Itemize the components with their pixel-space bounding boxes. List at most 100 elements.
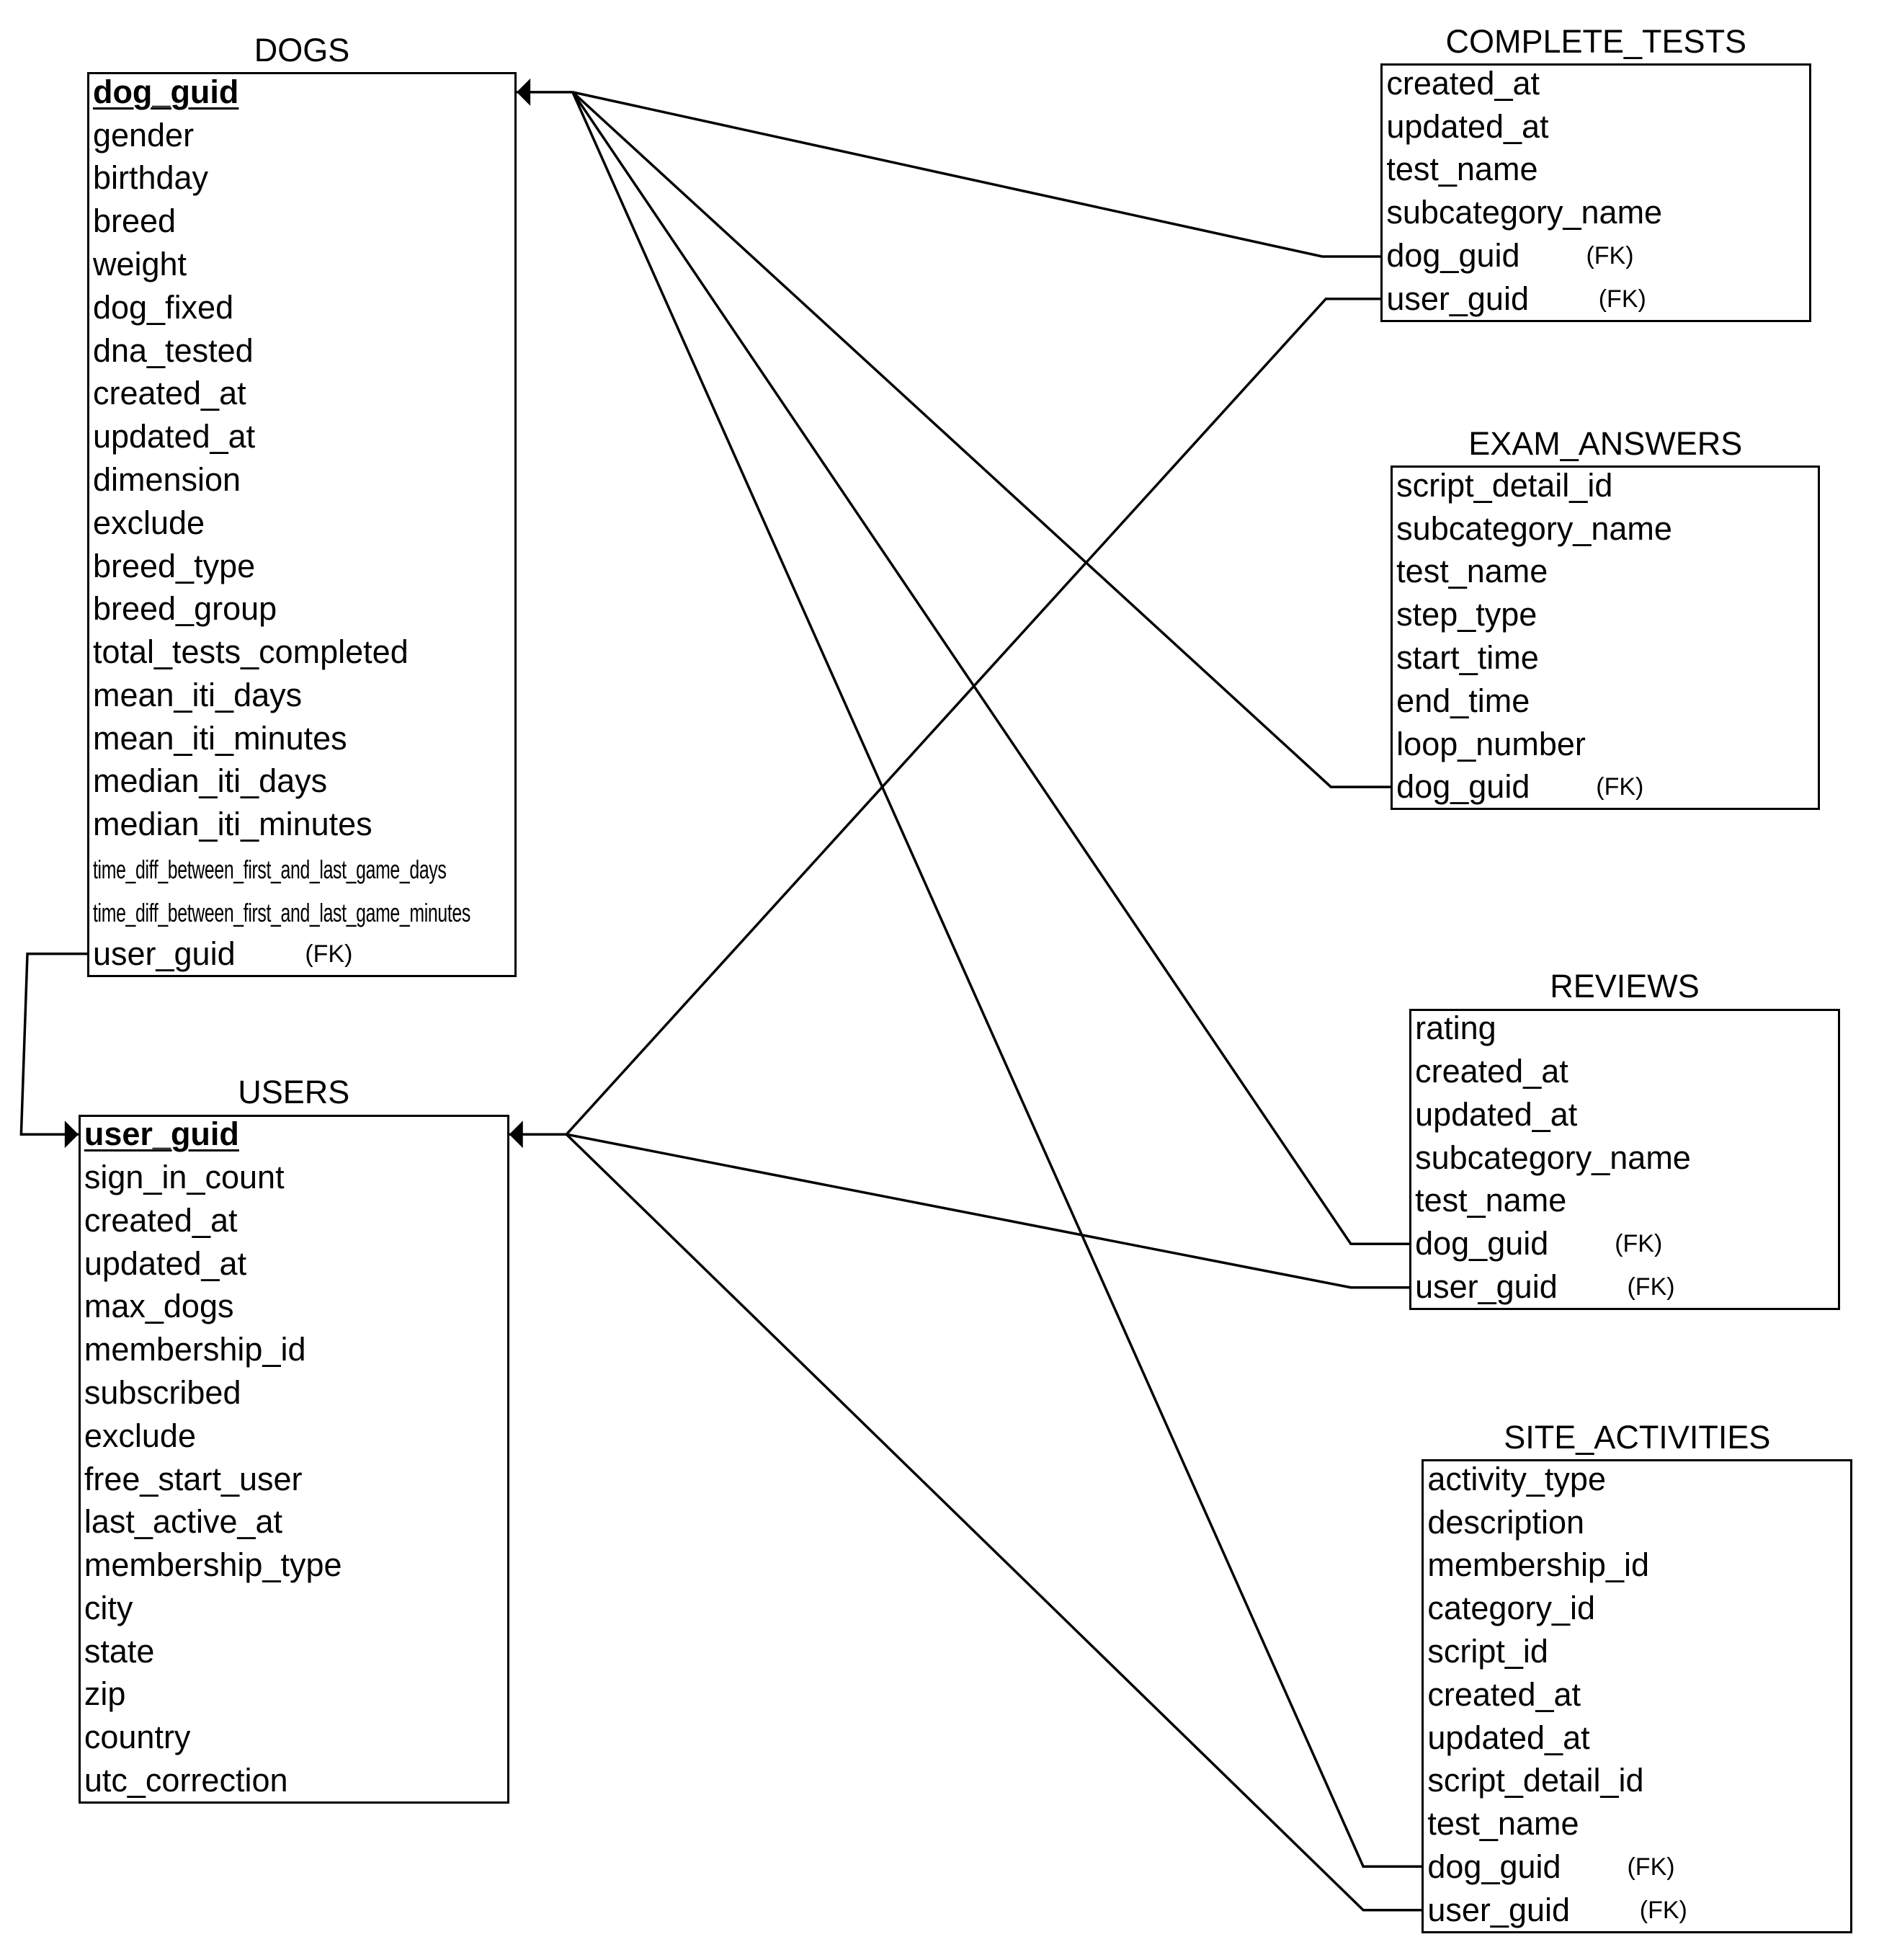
- field-row: country: [84, 1716, 506, 1759]
- field-row: breed_group: [93, 587, 514, 631]
- field-row: breed: [93, 200, 514, 243]
- field-name: user_guid: [1386, 280, 1529, 317]
- field-name: dna_tested: [92, 331, 254, 369]
- field-name: total_tests_completed: [92, 633, 409, 671]
- entity-box: [1391, 466, 1821, 811]
- foreign-key-marker: (FK): [1627, 1273, 1675, 1301]
- field-row: exclude: [84, 1415, 506, 1458]
- field-row: subcategory_name: [1415, 1136, 1837, 1180]
- field-name: script_detail_id: [1427, 1762, 1644, 1799]
- field-name: created_at: [1427, 1675, 1581, 1713]
- entity-exam-answers: EXAM_ANSWERS script_detail_id subcategory_…: [1391, 425, 1821, 811]
- entity-box: [1421, 1459, 1853, 1933]
- field-name: gender: [92, 116, 195, 153]
- field-row: dog_guid (FK): [1415, 1222, 1837, 1265]
- field-row: max_dogs: [84, 1285, 506, 1328]
- entity-users: USERS user_guid sign_in_count created_at upd…: [78, 1074, 509, 1804]
- field-row: state: [84, 1630, 506, 1673]
- field-row: updated_at: [84, 1242, 506, 1286]
- field-row: exclude: [93, 502, 514, 545]
- field-name: weight: [92, 246, 187, 283]
- field-name: time_diff_between_first_and_last_game_mi…: [92, 897, 470, 927]
- field-name: exclude: [92, 504, 205, 541]
- field-name: exclude: [84, 1417, 196, 1454]
- field-name: breed_type: [92, 547, 256, 584]
- entity-site-activities: SITE_ACTIVITIES activity_type description m…: [1421, 1418, 1853, 1933]
- field-row: dog_guid (FK): [1396, 765, 1817, 808]
- field-name: birthday: [92, 159, 209, 197]
- field-row: mean_iti_days: [93, 674, 514, 717]
- field-row: updated_at: [93, 415, 514, 458]
- field-name: sign_in_count: [84, 1158, 285, 1195]
- field-row: sign_in_count: [84, 1156, 506, 1199]
- foreign-key-marker: (FK): [1586, 241, 1634, 270]
- field-row: user_guid (FK): [1427, 1889, 1849, 1932]
- field-row: user_guid (FK): [93, 932, 514, 976]
- field-row: test_name: [1386, 148, 1808, 191]
- entity-box: [1380, 63, 1812, 322]
- field-row: created_at: [1386, 62, 1808, 105]
- field-name: city: [84, 1589, 133, 1626]
- field-row: loop_number: [1396, 723, 1817, 766]
- entity-dogs: DOGS dog_guid gender birthday breed weight dog…: [86, 31, 517, 977]
- field-name: max_dogs: [84, 1288, 234, 1325]
- relationship-line-complete-tests-dogs: [572, 91, 1381, 258]
- field-row: start_time: [1396, 636, 1817, 680]
- field-row: free_start_user: [84, 1458, 506, 1501]
- field-name: script_detail_id: [1396, 466, 1613, 504]
- field-name: mean_iti_minutes: [92, 719, 347, 757]
- field-row: dog_fixed: [93, 286, 514, 329]
- field-name: step_type: [1396, 596, 1537, 633]
- field-row: utc_correction: [84, 1759, 506, 1802]
- field-name: membership_type: [84, 1546, 342, 1584]
- entity-complete-tests: COMPLETE_TESTS created_at updated_at test_n…: [1380, 22, 1812, 322]
- field-row: zip: [84, 1672, 506, 1716]
- field-row: category_id: [1427, 1587, 1849, 1630]
- field-row: membership_id: [1427, 1544, 1849, 1587]
- field-row: breed_type: [93, 545, 514, 588]
- field-name: test_name: [1396, 553, 1548, 590]
- field-row: mean_iti_minutes: [93, 717, 514, 760]
- field-name: updated_at: [1415, 1095, 1578, 1133]
- field-name: free_start_user: [84, 1460, 303, 1497]
- field-row: dimension: [93, 458, 514, 502]
- field-name: end_time: [1396, 682, 1530, 719]
- field-row: membership_type: [84, 1544, 506, 1587]
- field-name: loop_number: [1396, 725, 1586, 762]
- field-name: time_diff_between_first_and_last_game_da…: [92, 855, 447, 885]
- field-name: updated_at: [84, 1244, 247, 1282]
- field-name: breed_group: [92, 590, 277, 628]
- field-row: test_name: [1427, 1802, 1849, 1845]
- field-name: user_guid: [1427, 1891, 1571, 1928]
- field-name: country: [84, 1719, 191, 1756]
- field-name: description: [1427, 1503, 1584, 1541]
- entity-title: REVIEWS: [1550, 968, 1700, 1005]
- field-row: user_guid: [84, 1113, 506, 1156]
- field-row: created_at: [1427, 1673, 1849, 1716]
- entity-title: SITE_ACTIVITIES: [1504, 1418, 1771, 1456]
- field-row: activity_type: [1427, 1458, 1849, 1501]
- foreign-key-marker: (FK): [1627, 1853, 1675, 1881]
- field-name: subcategory_name: [1396, 509, 1672, 547]
- entity-title: COMPLETE_TESTS: [1445, 22, 1747, 60]
- field-row: rating: [1415, 1007, 1837, 1050]
- field-row: test_name: [1396, 550, 1817, 593]
- relationship-line-complete-tests-users: [565, 297, 1381, 1136]
- entity-title: DOGS: [254, 31, 350, 68]
- field-name: dimension: [92, 460, 241, 498]
- foreign-key-marker: (FK): [1615, 1230, 1663, 1258]
- arrowhead-users-pk-left: [64, 1121, 79, 1149]
- field-row: dog_guid (FK): [1386, 234, 1808, 277]
- field-name: membership_id: [84, 1331, 306, 1368]
- field-row: membership_id: [84, 1328, 506, 1371]
- foreign-key-marker: (FK): [1639, 1896, 1687, 1924]
- field-name: median_iti_days: [92, 762, 328, 800]
- field-row: updated_at: [1427, 1716, 1849, 1760]
- field-row: total_tests_completed: [93, 631, 514, 674]
- field-row: median_iti_minutes: [93, 803, 514, 846]
- field-name: dog_guid: [1427, 1848, 1561, 1885]
- relationship-line-dogs-users: [19, 952, 87, 1136]
- field-name: test_name: [1427, 1805, 1579, 1843]
